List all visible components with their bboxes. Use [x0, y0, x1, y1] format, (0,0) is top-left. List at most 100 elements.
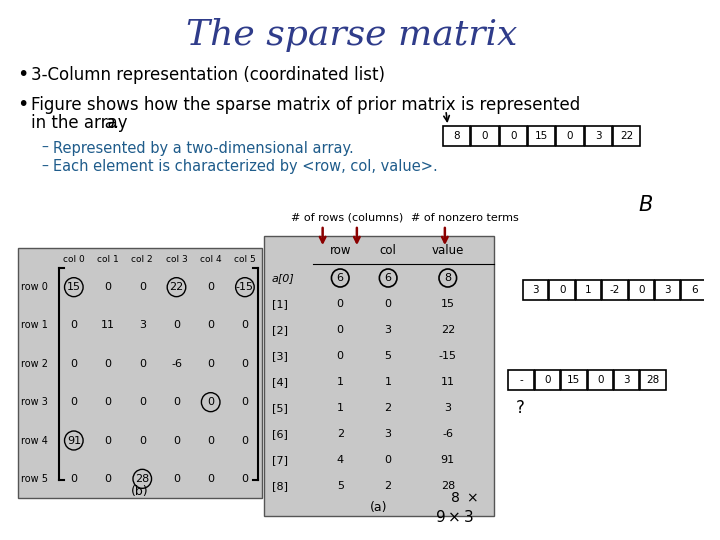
- Text: [2]: [2]: [272, 325, 288, 335]
- Text: col: col: [379, 245, 397, 258]
- Text: [3]: [3]: [272, 351, 288, 361]
- Text: [4]: [4]: [272, 377, 288, 387]
- Text: 5: 5: [337, 481, 343, 491]
- Text: 1: 1: [337, 377, 343, 387]
- Text: 0: 0: [384, 455, 392, 465]
- Text: -6: -6: [171, 359, 182, 369]
- Text: 4: 4: [337, 455, 344, 465]
- Text: 3: 3: [665, 285, 671, 295]
- Text: 0: 0: [71, 474, 77, 484]
- Text: in the array: in the array: [31, 114, 133, 132]
- Text: [6]: [6]: [272, 429, 288, 439]
- Text: 0: 0: [104, 397, 112, 407]
- Text: Represented by a two-dimensional array.: Represented by a two-dimensional array.: [53, 140, 354, 156]
- Text: 3: 3: [533, 285, 539, 295]
- Bar: [557, 126, 584, 146]
- Bar: [264, 236, 494, 516]
- Text: 0: 0: [139, 435, 145, 445]
- Text: row: row: [330, 245, 351, 258]
- Text: •: •: [17, 65, 29, 84]
- Text: 8: 8: [454, 131, 460, 141]
- Bar: [588, 370, 613, 390]
- Text: 3: 3: [624, 375, 630, 385]
- Text: -15: -15: [438, 351, 456, 361]
- Text: –: –: [41, 141, 48, 155]
- Bar: [472, 126, 499, 146]
- Bar: [576, 280, 601, 300]
- Text: 0: 0: [139, 282, 145, 292]
- Text: 0: 0: [71, 397, 77, 407]
- Text: –: –: [41, 160, 48, 174]
- Text: 0: 0: [337, 299, 343, 309]
- Text: 3: 3: [444, 403, 451, 413]
- Text: 0: 0: [139, 359, 145, 369]
- Text: Figure shows how the sparse matrix of prior matrix is represented: Figure shows how the sparse matrix of pr…: [31, 96, 580, 114]
- Text: 0: 0: [337, 351, 343, 361]
- Text: 91: 91: [67, 435, 81, 445]
- Text: 0: 0: [207, 359, 214, 369]
- Bar: [681, 280, 707, 300]
- Text: 0: 0: [241, 321, 248, 330]
- Text: [7]: [7]: [272, 455, 288, 465]
- Text: 0: 0: [384, 299, 392, 309]
- Text: 0: 0: [173, 435, 180, 445]
- Bar: [629, 280, 654, 300]
- Bar: [443, 126, 470, 146]
- Text: 0: 0: [173, 474, 180, 484]
- Text: Each element is characterized by <row, col, value>.: Each element is characterized by <row, c…: [53, 159, 438, 174]
- Bar: [655, 280, 680, 300]
- Text: 11: 11: [101, 321, 115, 330]
- Text: 0: 0: [139, 397, 145, 407]
- Bar: [528, 126, 555, 146]
- Text: [1]: [1]: [272, 299, 288, 309]
- Text: 15: 15: [535, 131, 548, 141]
- Text: 8: 8: [444, 273, 451, 283]
- Bar: [535, 370, 560, 390]
- Text: 28: 28: [441, 481, 455, 491]
- Text: 15: 15: [567, 375, 580, 385]
- Text: 11: 11: [441, 377, 455, 387]
- Text: 22: 22: [620, 131, 634, 141]
- Text: # of nonzero terms: # of nonzero terms: [410, 213, 518, 223]
- Text: 2: 2: [384, 403, 392, 413]
- Text: 0: 0: [207, 435, 214, 445]
- Text: 0: 0: [241, 359, 248, 369]
- Text: value: value: [431, 245, 464, 258]
- Text: 1: 1: [337, 403, 343, 413]
- Bar: [613, 126, 640, 146]
- Text: 0: 0: [544, 375, 551, 385]
- Text: 6: 6: [691, 285, 698, 295]
- Text: row 3: row 3: [21, 397, 48, 407]
- Text: 0: 0: [241, 397, 248, 407]
- Bar: [508, 370, 534, 390]
- Text: 0: 0: [482, 131, 488, 141]
- Text: # of rows (columns): # of rows (columns): [291, 213, 403, 223]
- Text: 0: 0: [207, 282, 214, 292]
- Text: row 4: row 4: [21, 435, 48, 445]
- Text: 0: 0: [104, 359, 112, 369]
- Text: 3: 3: [139, 321, 145, 330]
- Text: -2: -2: [610, 285, 620, 295]
- Bar: [500, 126, 527, 146]
- Text: 28: 28: [647, 375, 660, 385]
- Bar: [17, 248, 262, 498]
- Text: row 1: row 1: [21, 321, 48, 330]
- Text: 0: 0: [104, 435, 112, 445]
- Text: -15: -15: [236, 282, 254, 292]
- Text: 0: 0: [559, 285, 565, 295]
- Text: col 4: col 4: [200, 254, 222, 264]
- Text: 3-Column representation (coordinated list): 3-Column representation (coordinated lis…: [31, 66, 385, 84]
- Text: 0: 0: [337, 325, 343, 335]
- Text: col 2: col 2: [132, 254, 153, 264]
- Text: col 1: col 1: [97, 254, 119, 264]
- Text: The sparse matrix: The sparse matrix: [186, 18, 518, 52]
- Text: 0: 0: [207, 474, 214, 484]
- Text: col 5: col 5: [234, 254, 256, 264]
- Text: col 0: col 0: [63, 254, 85, 264]
- Text: ?: ?: [516, 399, 525, 417]
- Text: $8\ \times$: $8\ \times$: [450, 491, 477, 505]
- Text: 0: 0: [104, 282, 112, 292]
- Text: 3: 3: [384, 325, 392, 335]
- Text: col 3: col 3: [166, 254, 187, 264]
- Text: •: •: [17, 96, 29, 114]
